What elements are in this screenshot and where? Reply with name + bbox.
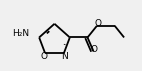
Text: O: O: [41, 52, 48, 61]
Text: O: O: [90, 45, 97, 54]
Text: O: O: [94, 19, 101, 28]
Text: H₂N: H₂N: [12, 29, 29, 38]
Text: N: N: [61, 52, 68, 61]
